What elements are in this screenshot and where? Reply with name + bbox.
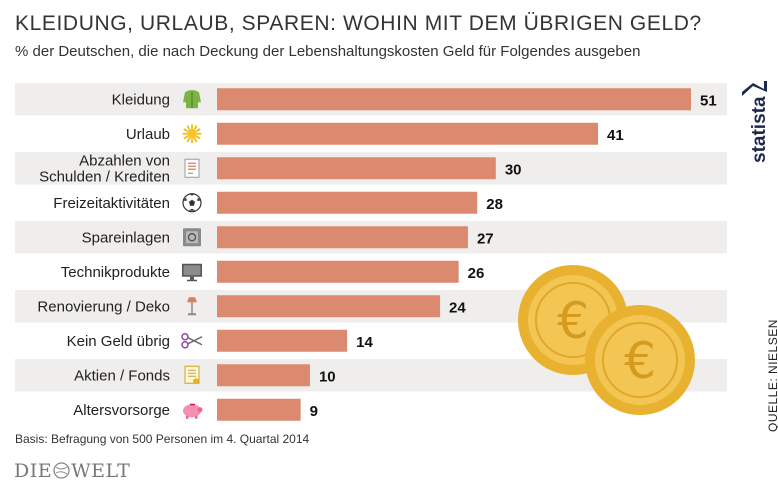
category-label: Kleidung — [112, 91, 170, 108]
svg-text:€: € — [557, 292, 589, 350]
value-label: 24 — [449, 299, 466, 316]
value-label: 9 — [310, 403, 318, 420]
chart-subtitle: % der Deutschen, die nach Deckung der Le… — [15, 43, 641, 60]
statista-wordmark: statista — [749, 96, 769, 163]
value-label: 27 — [477, 230, 494, 247]
category-label: Technikprodukte — [61, 264, 170, 281]
value-label: 26 — [468, 265, 485, 282]
chart-title: KLEIDUNG, URLAUB, SPAREN: WOHIN MIT DEM … — [15, 12, 702, 35]
bar — [217, 191, 478, 214]
source-note: QUELLE: NIELSEN — [766, 319, 778, 432]
die-welt-logo: DIE WELT — [14, 460, 130, 482]
invoice-icon — [184, 158, 200, 178]
value-label: 28 — [486, 196, 503, 213]
category-label: Altersvorsorge — [73, 402, 170, 419]
category-label: Urlaub — [126, 126, 170, 143]
bar — [217, 88, 691, 111]
category-label: Abzahlen von Schulden / Krediten — [39, 152, 170, 185]
jacket-icon — [183, 90, 201, 109]
bar — [217, 329, 348, 352]
statista-logo-wave-icon — [742, 81, 767, 96]
bar — [217, 260, 459, 283]
certificate-icon — [184, 365, 200, 385]
bar — [217, 157, 496, 180]
die-welt-logo-left: DIE — [14, 460, 53, 482]
category-label: Freizeitaktivitäten — [53, 195, 170, 212]
bar-chart: Kleidung 51 Urlaub 41 Abzahlen von Schulden /… — [15, 83, 727, 421]
globe-icon — [53, 462, 70, 479]
euro-coin-front: € — [585, 305, 695, 415]
category-label: Aktien / Fonds — [74, 367, 170, 384]
bar — [217, 122, 599, 145]
value-label: 41 — [607, 127, 624, 144]
category-label: Kein Geld übrig — [67, 333, 170, 350]
svg-text:€: € — [624, 332, 656, 390]
sun-icon — [182, 124, 202, 144]
value-label: 51 — [700, 92, 717, 109]
lamp-icon — [187, 297, 197, 316]
bar — [217, 364, 310, 387]
category-label: Renovierung / Deko — [37, 298, 170, 315]
category-label: Spareinlagen — [82, 229, 170, 246]
statista-logo: statista — [742, 81, 769, 163]
euro-coins-illustration: € € — [518, 265, 695, 415]
piggy-bank-icon — [183, 403, 203, 419]
value-label: 10 — [319, 368, 336, 385]
basis-note: Basis: Befragung von 500 Personen im 4. … — [15, 432, 310, 446]
monitor-icon — [182, 263, 202, 282]
value-label: 30 — [505, 161, 522, 178]
value-label: 14 — [356, 334, 373, 351]
safe-icon — [183, 228, 201, 247]
scissors-icon — [181, 333, 203, 349]
bar — [217, 398, 301, 421]
bar — [217, 226, 468, 249]
die-welt-logo-right: WELT — [71, 460, 131, 482]
soccer-ball-icon — [182, 193, 202, 213]
bar — [217, 295, 441, 318]
